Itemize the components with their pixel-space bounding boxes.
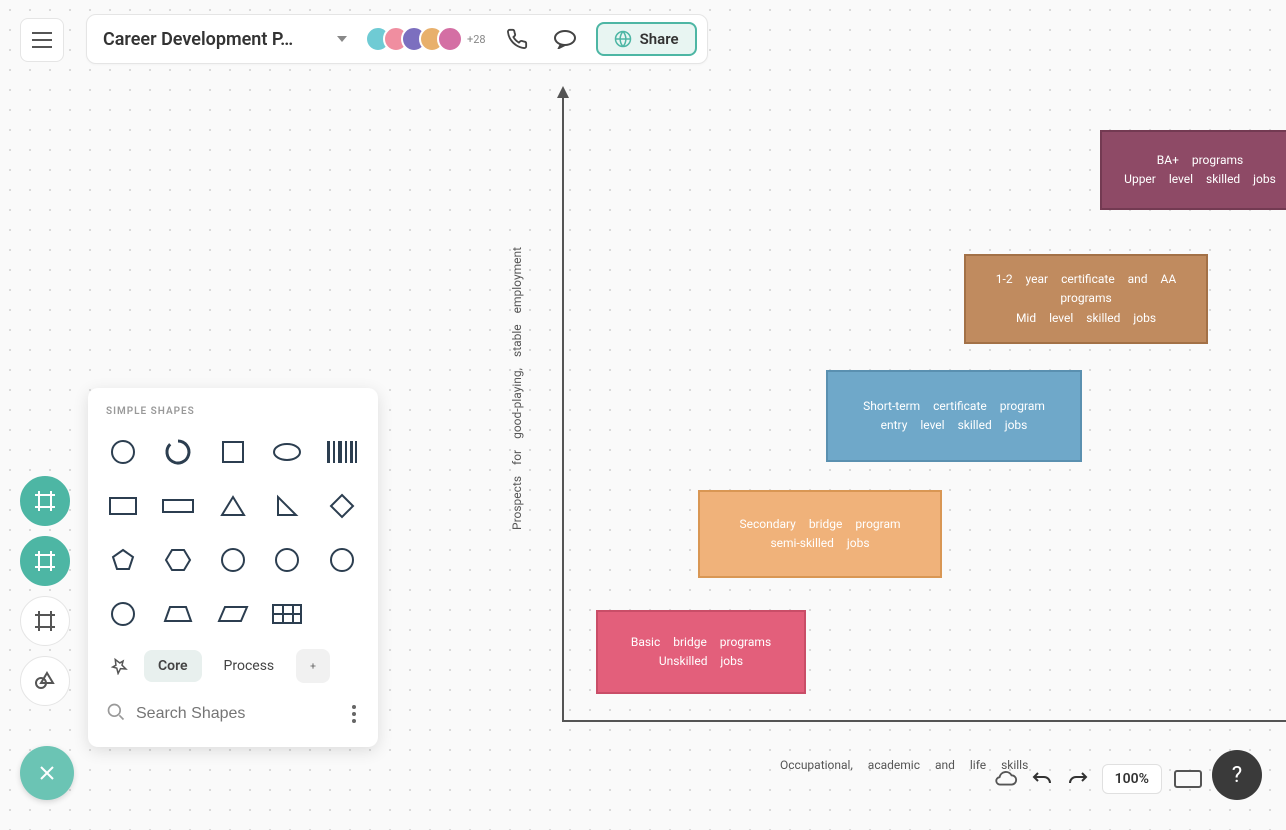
shape-ellipse[interactable] <box>266 431 308 473</box>
shapes-grid <box>102 431 364 635</box>
chart-box-line2: entry level skilled jobs <box>881 416 1028 435</box>
close-panel-button[interactable] <box>20 746 74 800</box>
left-tool-rail <box>20 476 70 706</box>
zoom-level[interactable]: 100% <box>1102 764 1162 794</box>
shape-search-input[interactable] <box>136 705 348 723</box>
shape-diamond[interactable] <box>321 485 363 527</box>
shape-pentagon[interactable] <box>102 539 144 581</box>
shape-parallelogram[interactable] <box>212 593 254 635</box>
more-icon[interactable] <box>348 701 360 727</box>
shape-search <box>102 695 364 733</box>
shape-triangle[interactable] <box>212 485 254 527</box>
chart-box-one-two-year[interactable]: 1-2 year certificate and AA programsMid … <box>964 254 1208 344</box>
shape-heptagon[interactable] <box>212 539 254 581</box>
shape-barcode[interactable] <box>321 431 363 473</box>
chart-box-secondary[interactable]: Secondary bridge programsemi-skilled job… <box>698 490 942 578</box>
arrowhead-icon <box>557 86 569 98</box>
chart-x-axis <box>562 720 1286 722</box>
shape-trapezoid[interactable] <box>157 593 199 635</box>
chart-box-ba-plus[interactable]: BA+ programsUpper level skilled jobs <box>1100 130 1286 210</box>
shape-nonagon[interactable] <box>321 539 363 581</box>
top-toolbar: Career Development P… +28 Share <box>86 14 708 64</box>
chart-box-line2: Upper level skilled jobs <box>1124 170 1276 189</box>
shapes-panel-title: SIMPLE SHAPES <box>102 406 364 417</box>
shape-octagon[interactable] <box>266 539 308 581</box>
collaborator-avatars[interactable]: +28 <box>373 26 486 52</box>
document-title[interactable]: Career Development P… <box>103 29 323 50</box>
frame-tool-3[interactable] <box>20 596 70 646</box>
chart-box-line2: Mid level skilled jobs <box>1016 309 1156 328</box>
shapes-tool[interactable] <box>20 656 70 706</box>
keyboard-icon[interactable] <box>1174 770 1202 788</box>
cloud-sync-icon[interactable] <box>994 767 1018 791</box>
shapes-panel: SIMPLE SHAPES Core Process <box>88 388 378 747</box>
avatar-overflow-count: +28 <box>467 33 486 46</box>
call-icon[interactable] <box>500 22 534 56</box>
shape-rect-wide[interactable] <box>157 485 199 527</box>
undo-button[interactable] <box>1030 767 1054 791</box>
chart-box-line2: Unskilled jobs <box>659 652 743 671</box>
shape-rect-small[interactable] <box>102 485 144 527</box>
shape-circle[interactable] <box>102 431 144 473</box>
shape-circle2[interactable] <box>102 593 144 635</box>
shape-square[interactable] <box>212 431 254 473</box>
y-axis-label: Prospects for good-playing, stable emplo… <box>510 247 524 530</box>
frame-tool-2[interactable] <box>20 536 70 586</box>
chart-y-axis <box>562 92 564 720</box>
avatar <box>437 26 463 52</box>
shape-arc[interactable] <box>157 431 199 473</box>
chart-box-line1: Secondary bridge program <box>739 515 900 534</box>
chart-box-short-term[interactable]: Short-term certificate programentry leve… <box>826 370 1082 462</box>
pin-icon[interactable] <box>102 649 136 683</box>
tab-process[interactable]: Process <box>210 650 289 682</box>
chart-box-line2: semi-skilled jobs <box>770 534 869 553</box>
redo-button[interactable] <box>1066 767 1090 791</box>
shape-empty <box>321 593 363 635</box>
search-icon <box>106 702 126 726</box>
share-label: Share <box>640 30 679 48</box>
menu-button[interactable] <box>20 18 64 62</box>
chart-box-basic[interactable]: Basic bridge programsUnskilled jobs <box>596 610 806 694</box>
shape-hexagon[interactable] <box>157 539 199 581</box>
help-button[interactable]: ? <box>1212 750 1262 800</box>
chart-box-line1: 1-2 year certificate and AA programs <box>976 270 1196 308</box>
tab-core[interactable]: Core <box>144 650 202 682</box>
shape-right-triangle[interactable] <box>266 485 308 527</box>
shape-category-tabs: Core Process <box>102 649 364 683</box>
frame-tool-1[interactable] <box>20 476 70 526</box>
share-button[interactable]: Share <box>596 22 697 56</box>
bottom-right-controls: 100% <box>994 764 1202 794</box>
shape-table[interactable] <box>266 593 308 635</box>
globe-icon <box>614 30 632 48</box>
chevron-down-icon[interactable] <box>337 36 347 42</box>
comment-icon[interactable] <box>548 22 582 56</box>
chart-box-line1: BA+ programs <box>1157 151 1243 170</box>
chart-box-line1: Short-term certificate program <box>863 397 1045 416</box>
x-axis-label: Occupational, academic and life skills <box>780 758 1028 772</box>
tab-add[interactable] <box>296 649 330 683</box>
chart-box-line1: Basic bridge programs <box>631 633 771 652</box>
